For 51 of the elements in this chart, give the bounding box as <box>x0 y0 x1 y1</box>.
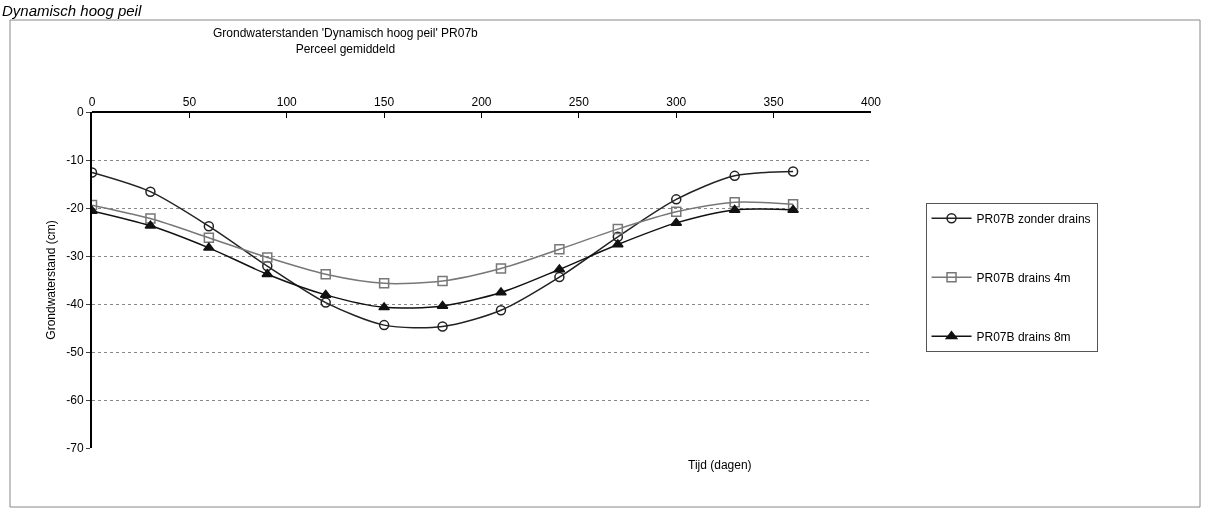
y-tick-label: -30 <box>66 249 84 264</box>
point <box>145 186 156 197</box>
y-tick-label: -40 <box>66 297 84 312</box>
point <box>203 232 215 244</box>
x-tick-label: 250 <box>568 95 590 110</box>
point <box>203 220 215 232</box>
point <box>495 287 507 296</box>
point <box>262 260 273 272</box>
point <box>437 275 448 287</box>
point <box>787 166 799 177</box>
point <box>671 206 682 218</box>
point <box>320 268 331 280</box>
point <box>261 268 274 278</box>
legend-label: PR07B zonder drains <box>976 211 1091 226</box>
x-tick-label: 350 <box>763 95 784 110</box>
y-tick-label: -60 <box>66 393 84 408</box>
point <box>437 321 448 332</box>
point <box>145 213 156 224</box>
x-axis-title: Tijd (dagen) <box>688 458 752 472</box>
x-tick-label: 300 <box>666 95 687 110</box>
x-tick-label: 0 <box>88 95 96 110</box>
point <box>262 252 273 263</box>
x-tick-label: 100 <box>276 95 298 110</box>
point <box>495 263 507 274</box>
y-tick-label: -70 <box>66 441 84 456</box>
chart-subtitle: Perceel gemiddeld <box>295 41 396 56</box>
x-tick-label: 50 <box>182 95 197 110</box>
point <box>320 297 331 308</box>
x-tick-label: 200 <box>471 95 492 110</box>
y-axis-title: Grondwaterstand (cm) <box>44 220 59 340</box>
legend-label: PR07B drains 8m <box>976 329 1071 344</box>
point <box>671 194 682 205</box>
point <box>612 231 624 243</box>
x-tick-label: 150 <box>374 95 395 110</box>
y-tick-label: -10 <box>66 153 84 168</box>
legend-label: PR07B drains 4m <box>976 270 1071 285</box>
point <box>612 223 624 235</box>
point <box>378 319 390 331</box>
y-tick-label: -50 <box>66 345 84 360</box>
y-tick-label: -20 <box>66 201 84 216</box>
x-tick-label: 400 <box>860 95 882 110</box>
point <box>729 170 740 182</box>
text: Dynamisch hoog peil <box>2 2 142 19</box>
y-tick-label: 0 <box>76 105 84 120</box>
point <box>378 278 390 289</box>
point <box>495 304 507 316</box>
chart-title: Grondwaterstanden 'Dynamisch hoog peil' PR07b <box>213 26 479 40</box>
point <box>787 198 799 210</box>
point <box>554 271 565 283</box>
point <box>729 196 740 208</box>
point <box>554 244 565 255</box>
